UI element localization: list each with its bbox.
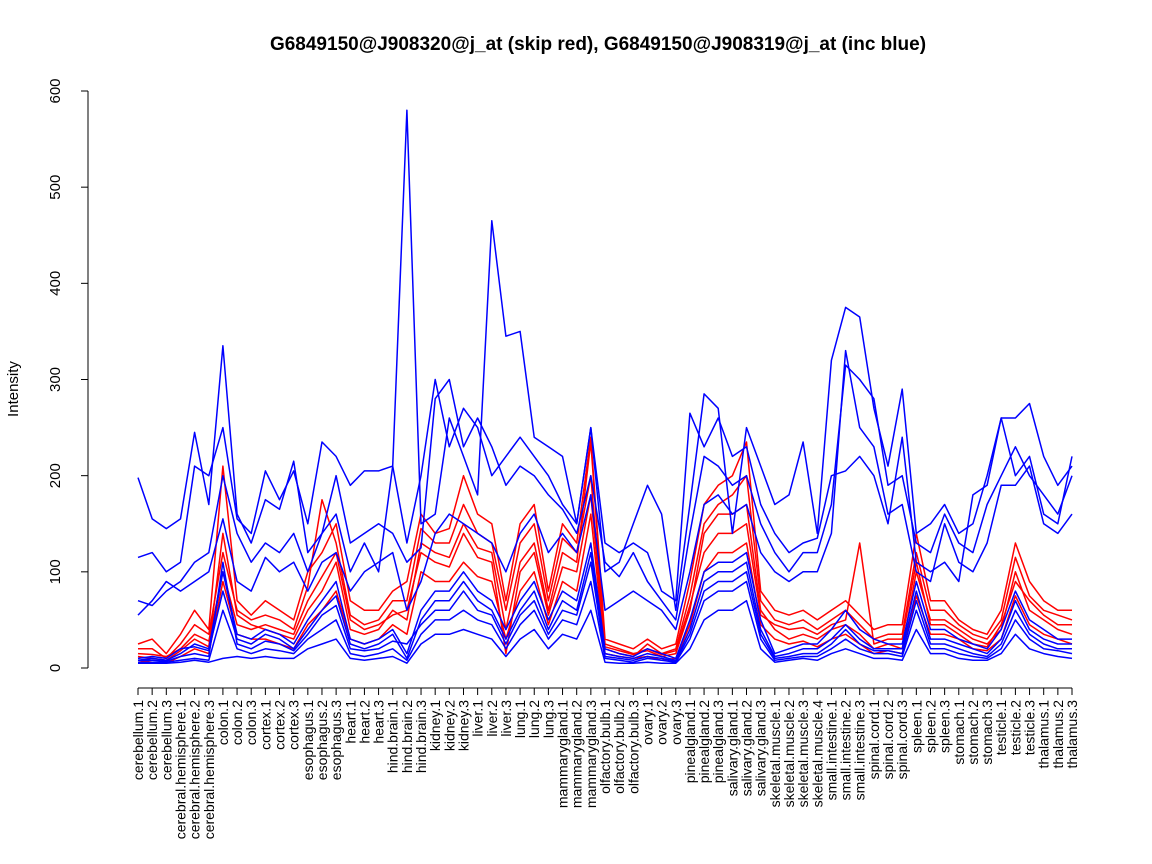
x-tick-label: colon.2	[229, 700, 245, 745]
x-tick-label: hind.brain.3	[413, 700, 429, 773]
x-tick-label: skeletal.muscle.3	[795, 700, 811, 808]
x-tick-label: pinealgland.2	[696, 700, 712, 784]
x-tick-label: spleen.3	[937, 700, 953, 753]
x-tick-label: small.intestine.3	[852, 700, 868, 801]
x-tick-label: mammarygland.3	[583, 700, 599, 808]
series-line-inc-9	[138, 561, 1072, 663]
x-tick-label: skeletal.muscle.4	[809, 700, 825, 808]
x-tick-label: skeletal.muscle.1	[767, 700, 783, 808]
x-tick-label: spinal.cord.2	[880, 700, 896, 780]
y-tick-label: 400	[47, 271, 64, 296]
x-tick-label: stomach.1	[951, 700, 967, 765]
series-line-inc-7	[138, 580, 1073, 663]
x-tick-label: ovary.1	[640, 700, 656, 745]
x-tick-label: salivary.gland.3	[753, 700, 769, 796]
x-tick-label: thalamus.1	[1036, 700, 1052, 769]
x-tick-label: testicle.1	[993, 700, 1009, 755]
x-tick-label: hind.brain.1	[385, 700, 401, 773]
y-axis-label: Intensity	[5, 361, 22, 417]
x-tick-label: colon.1	[215, 700, 231, 745]
x-tick-label: spinal.cord.3	[894, 700, 910, 780]
x-tick-label: lung.1	[512, 700, 528, 738]
x-tick-label: esophagus.2	[314, 700, 330, 780]
series-line-skip-2	[137, 436, 1072, 655]
x-tick-label: salivary.gland.1	[724, 700, 740, 796]
x-tick-label: stomach.3	[979, 700, 995, 765]
x-tick-label: lung.3	[540, 700, 556, 738]
y-tick-label: 300	[47, 367, 64, 392]
x-tick-label: cerebral.hemisphere.3	[201, 700, 217, 840]
x-tick-label: cerebral.hemisphere.1	[173, 700, 189, 840]
x-tick-label: liver.3	[498, 700, 514, 737]
series-line-inc-2	[137, 378, 1073, 602]
x-tick-label: kidney.3	[456, 700, 472, 751]
x-tick-label: cerebellum.1	[130, 700, 146, 780]
y-axis: 0 100 200 300 400 500 600	[47, 78, 89, 672]
x-tick-label: cerebellum.3	[158, 700, 174, 780]
x-tick-label: pinealgland.1	[682, 700, 698, 784]
y-tick-label: 0	[47, 664, 64, 672]
x-tick-label: esophagus.1	[300, 700, 316, 780]
x-tick-label: heart.2	[356, 700, 372, 744]
y-tick-label: 100	[47, 559, 64, 584]
x-tick-label: cortex.2	[272, 700, 288, 750]
x-tick-label: mammarygland.1	[555, 700, 571, 808]
x-tick-label: kidney.2	[441, 700, 457, 751]
x-tick-label: small.intestine.2	[838, 700, 854, 801]
x-tick-label: kidney.1	[427, 700, 443, 751]
x-tick-label: olfactory.bulb.2	[611, 700, 627, 794]
x-tick-label: small.intestine.1	[823, 700, 839, 801]
series-line-inc-1	[137, 109, 1073, 612]
x-tick-label: olfactory.bulb.1	[597, 700, 613, 794]
y-tick-label: 500	[47, 175, 64, 200]
chart-title: G6849150@J908320@j_at (skip red), G68491…	[270, 34, 926, 55]
plot-lines	[137, 109, 1073, 664]
x-tick-label: testicle.2	[1007, 700, 1023, 755]
x-tick-label: esophagus.3	[328, 700, 344, 780]
x-tick-label: spleen.1	[908, 700, 924, 753]
x-tick-label: mammarygland.2	[569, 700, 585, 808]
x-tick-label: thalamus.3	[1064, 700, 1080, 769]
y-tick-label: 200	[47, 463, 64, 488]
x-tick-label: heart.1	[342, 700, 358, 744]
x-tick-label: liver.2	[484, 700, 500, 737]
x-tick-label: cortex.1	[257, 700, 273, 750]
x-tick-label: ovary.3	[668, 700, 684, 745]
series-line-inc-8	[138, 599, 1073, 664]
x-tick-label: thalamus.2	[1050, 700, 1066, 769]
x-tick-label: heart.3	[371, 700, 387, 744]
x-tick-label: lung.2	[526, 700, 542, 738]
x-tick-label: cerebellum.2	[144, 700, 160, 780]
x-tick-label: colon.3	[243, 700, 259, 745]
x-tick-label: salivary.gland.2	[739, 700, 755, 796]
series-line-inc-3	[137, 364, 1073, 621]
x-tick-label: liver.1	[470, 700, 486, 737]
x-tick-label: ovary.2	[654, 700, 670, 745]
x-tick-label: spinal.cord.1	[866, 700, 882, 780]
x-tick-label: stomach.2	[965, 700, 981, 765]
x-tick-label: skeletal.muscle.2	[781, 700, 797, 808]
x-axis: cerebellum.1cerebellum.2cerebellum.3cere…	[130, 687, 1080, 840]
x-tick-label: hind.brain.2	[399, 700, 415, 773]
x-tick-label: cortex.3	[286, 700, 302, 750]
x-tick-label: olfactory.bulb.3	[625, 700, 641, 794]
x-tick-label: testicle.3	[1022, 700, 1038, 755]
y-tick-label: 600	[47, 78, 64, 103]
x-tick-label: pinealgland.3	[710, 700, 726, 784]
x-tick-label: cerebral.hemisphere.2	[187, 700, 203, 840]
series-line-inc-4	[137, 349, 1073, 631]
x-tick-label: spleen.2	[923, 700, 939, 753]
